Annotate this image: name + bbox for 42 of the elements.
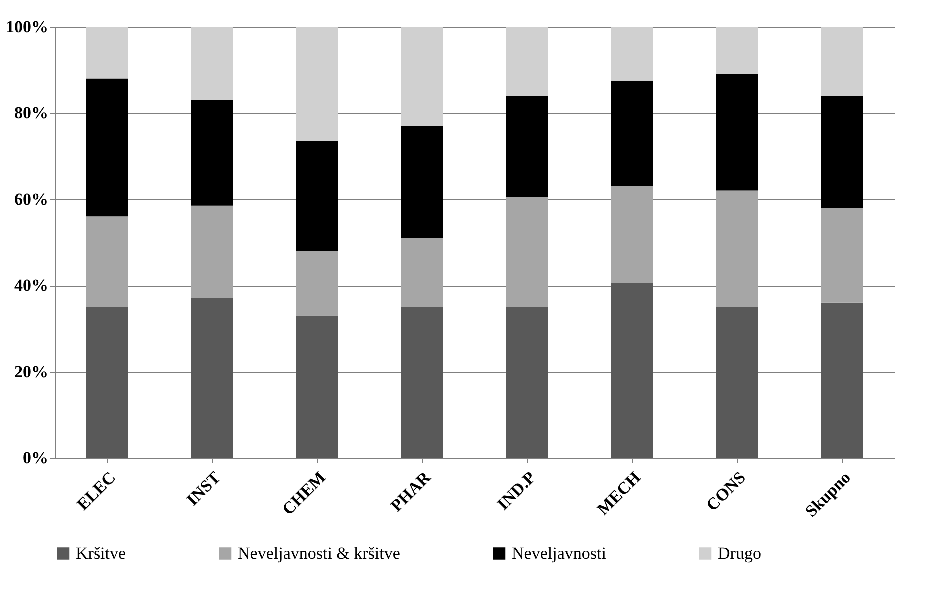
y-tick-label: 80% [14,104,48,123]
y-tick-label: 20% [14,362,48,382]
bar [192,27,234,100]
bar [716,74,758,191]
bar [86,307,128,458]
bar [296,141,338,252]
bar [402,238,444,308]
y-tick-label: 40% [14,276,48,296]
bar [716,190,758,308]
bar [822,208,864,303]
y-tick-label: 60% [14,190,48,209]
bar [506,197,548,308]
bar [86,27,128,79]
bar [716,307,758,458]
bar [822,302,864,458]
y-tick-label: 0% [23,448,48,468]
legend-label: Drugo [718,544,762,563]
legend-label: Neveljavnosti [512,544,607,563]
bar [506,96,548,198]
bar [716,27,758,74]
bar [86,216,128,308]
bar [822,96,864,208]
y-tick-label: 100% [6,18,48,36]
bar [402,126,444,238]
bar [402,307,444,458]
bar [506,307,548,458]
legend-label: Kršitve [76,544,126,563]
bar [822,27,864,96]
bar [296,27,338,142]
bar [296,251,338,316]
bar [612,80,654,186]
bar [612,283,654,458]
bar [296,316,338,458]
bar [192,206,234,299]
bar [192,298,234,458]
bar [612,186,654,284]
bar [506,27,548,96]
bar [402,27,444,126]
bar [612,27,654,81]
legend-label: Neveljavnosti & kršitve [238,544,400,563]
bar [192,100,234,206]
bar [86,78,128,217]
